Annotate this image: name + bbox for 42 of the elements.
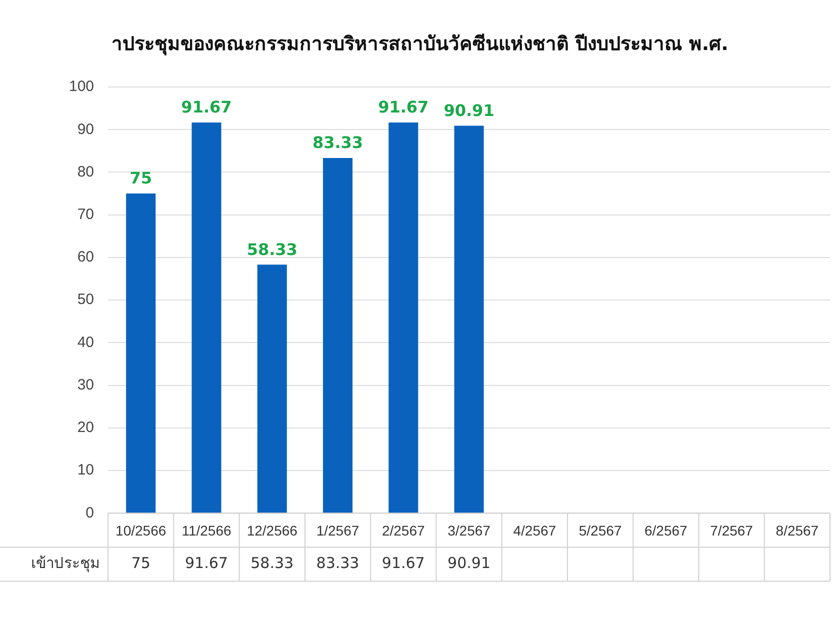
- x-tick-label: 12/2566: [246, 522, 298, 538]
- y-tick-label: 80: [77, 163, 94, 180]
- data-label: 75: [130, 168, 152, 188]
- text: 90.91: [448, 554, 490, 572]
- x-tick-label: 1/2567: [316, 522, 360, 538]
- text: 83.33: [316, 554, 360, 572]
- y-tick-label: 0: [86, 504, 94, 522]
- data-label: 58.33: [246, 240, 298, 259]
- x-tick-label: 8/2567: [776, 522, 819, 538]
- x-tick-label: 11/2566: [182, 522, 232, 538]
- x-tick-label: 5/2567: [578, 522, 622, 538]
- y-tick-label: 100: [68, 78, 94, 96]
- x-tick-label: 3/2567: [448, 522, 491, 538]
- y-tick-label: 90: [77, 120, 94, 138]
- y-tick-label: 10: [77, 462, 94, 479]
- data-label: 91.67: [378, 98, 429, 117]
- y-tick-label: 50: [77, 291, 94, 308]
- y-tick-label: 30: [77, 376, 94, 394]
- bar: [322, 158, 353, 513]
- x-tick-label: 7/2567: [710, 522, 754, 538]
- text: 91.67: [185, 554, 228, 572]
- y-tick-label: 70: [77, 206, 94, 223]
- y-tick-label: 20: [77, 419, 94, 436]
- data-label: 90.91: [444, 100, 494, 120]
- chart-title: าประชุมของคณะกรรมการบริหารสถาบันวัคซีนแห่งชาติ ปีงบประมาณ พ.ศ.: [110, 32, 730, 58]
- bar: [126, 194, 156, 513]
- bar: [454, 126, 484, 513]
- x-tick-label: 6/2567: [644, 522, 688, 538]
- x-tick-label: 4/2567: [513, 522, 556, 538]
- data-label: 91.67: [181, 98, 232, 117]
- y-tick-label: 60: [77, 248, 94, 266]
- bar: [192, 122, 222, 513]
- x-tick-label: 2/2567: [382, 522, 425, 538]
- text: 58.33: [250, 554, 294, 572]
- x-tick-label: 10/2566: [116, 522, 166, 538]
- y-tick-label: 40: [77, 334, 94, 351]
- text: 91.67: [382, 554, 425, 572]
- text: 75: [131, 554, 150, 572]
- data-label: 83.33: [312, 133, 364, 152]
- text: เข้าประชุม: [31, 554, 100, 574]
- bar: [388, 122, 418, 513]
- bar: [257, 264, 287, 513]
